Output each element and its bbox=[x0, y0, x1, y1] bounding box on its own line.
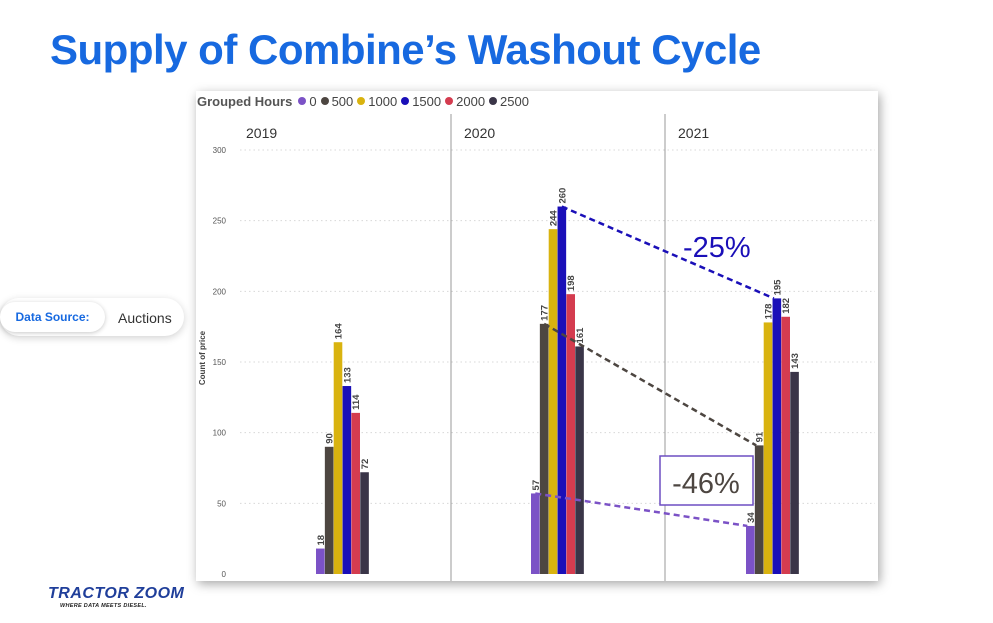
legend-label: 2500 bbox=[500, 93, 529, 109]
legend-label: 0 bbox=[309, 93, 317, 109]
bar bbox=[360, 472, 369, 574]
bar-value-label: 34 bbox=[746, 512, 757, 523]
y-tick-label: 100 bbox=[213, 429, 227, 438]
legend-item: 0 bbox=[298, 93, 317, 109]
bar-value-label: 244 bbox=[549, 210, 560, 227]
legend-dot bbox=[298, 97, 307, 105]
bar bbox=[746, 525, 755, 574]
y-tick-label: 50 bbox=[217, 499, 226, 508]
bar-value-label: 178 bbox=[764, 304, 775, 320]
bar-value-label: 91 bbox=[755, 431, 766, 442]
bar bbox=[754, 445, 764, 574]
legend-label: 500 bbox=[331, 93, 354, 109]
y-tick-label: 150 bbox=[213, 358, 227, 367]
bar bbox=[548, 229, 558, 574]
logo-name: TRACTOR ZOOM bbox=[48, 585, 185, 602]
trend-line bbox=[535, 492, 748, 528]
bar-value-label: 182 bbox=[781, 298, 792, 314]
y-tick-label: 200 bbox=[213, 287, 227, 296]
annotation-label: -25% bbox=[683, 232, 751, 264]
bar-value-label: 133 bbox=[342, 367, 353, 383]
bar bbox=[333, 342, 343, 574]
y-tick-label: 250 bbox=[213, 217, 227, 226]
bar bbox=[557, 206, 567, 575]
bar-value-label: 72 bbox=[360, 459, 371, 470]
annotation-label: -46% bbox=[672, 468, 740, 500]
bar-value-label: 57 bbox=[531, 480, 542, 491]
legend-label: 1000 bbox=[368, 93, 398, 109]
legend-dot bbox=[357, 97, 366, 105]
bar bbox=[539, 323, 549, 574]
bar-value-label: 177 bbox=[540, 305, 551, 321]
bar bbox=[575, 346, 584, 574]
legend-label: 2000 bbox=[456, 93, 486, 109]
trend-line bbox=[561, 205, 775, 300]
bar bbox=[531, 493, 540, 574]
legend-dot bbox=[445, 97, 454, 105]
bar-value-label: 161 bbox=[575, 327, 586, 344]
legend-item: 2500 bbox=[489, 94, 529, 109]
bar bbox=[781, 316, 790, 574]
y-tick-label: 0 bbox=[222, 570, 227, 579]
y-axis-label: Count of price bbox=[198, 330, 207, 385]
bar-value-label: 260 bbox=[557, 188, 568, 204]
legend-dot bbox=[489, 97, 498, 105]
bar-value-label: 164 bbox=[334, 323, 345, 340]
legend-item: 2000 bbox=[445, 94, 485, 109]
trend-line bbox=[543, 322, 757, 447]
chart-legend: Grouped Hours 0 500 1000 1500 2000 2500 bbox=[197, 92, 533, 110]
bar bbox=[790, 371, 799, 574]
data-source-label: Data Source: bbox=[0, 302, 105, 332]
bar bbox=[566, 294, 575, 574]
legend-dot bbox=[320, 97, 329, 105]
panel-title: 2021 bbox=[678, 125, 709, 141]
bar bbox=[342, 386, 352, 574]
legend-dot bbox=[401, 97, 410, 105]
legend-item: 1000 bbox=[357, 94, 397, 109]
legend-item: 1500 bbox=[401, 94, 441, 109]
bar-value-label: 195 bbox=[772, 279, 783, 296]
bar bbox=[763, 322, 773, 574]
y-tick-label: 300 bbox=[213, 146, 227, 155]
legend-label: 1500 bbox=[412, 93, 442, 109]
bar bbox=[316, 548, 325, 574]
logo-tagline: WHERE DATA MEETS DIESEL. bbox=[60, 603, 147, 609]
annotation-box bbox=[659, 455, 754, 506]
data-source-value: Auctions bbox=[118, 310, 172, 326]
panel-title: 2019 bbox=[246, 125, 277, 141]
legend-title: Grouped Hours bbox=[197, 93, 293, 109]
bar bbox=[772, 298, 782, 574]
bar-value-label: 143 bbox=[790, 353, 801, 369]
panel-title: 2020 bbox=[464, 125, 495, 141]
bar-value-label: 198 bbox=[566, 275, 577, 291]
page-title: Supply of Combine’s Washout Cycle bbox=[50, 26, 761, 73]
bar bbox=[351, 412, 360, 574]
legend-item: 500 bbox=[320, 93, 354, 109]
bar-value-label: 90 bbox=[325, 433, 336, 444]
tractor-zoom-logo: TRACTOR ZOOM WHERE DATA MEETS DIESEL. bbox=[48, 585, 185, 609]
bar bbox=[324, 446, 334, 574]
bar-value-label: 114 bbox=[351, 394, 362, 410]
bar-value-label: 18 bbox=[316, 535, 327, 546]
